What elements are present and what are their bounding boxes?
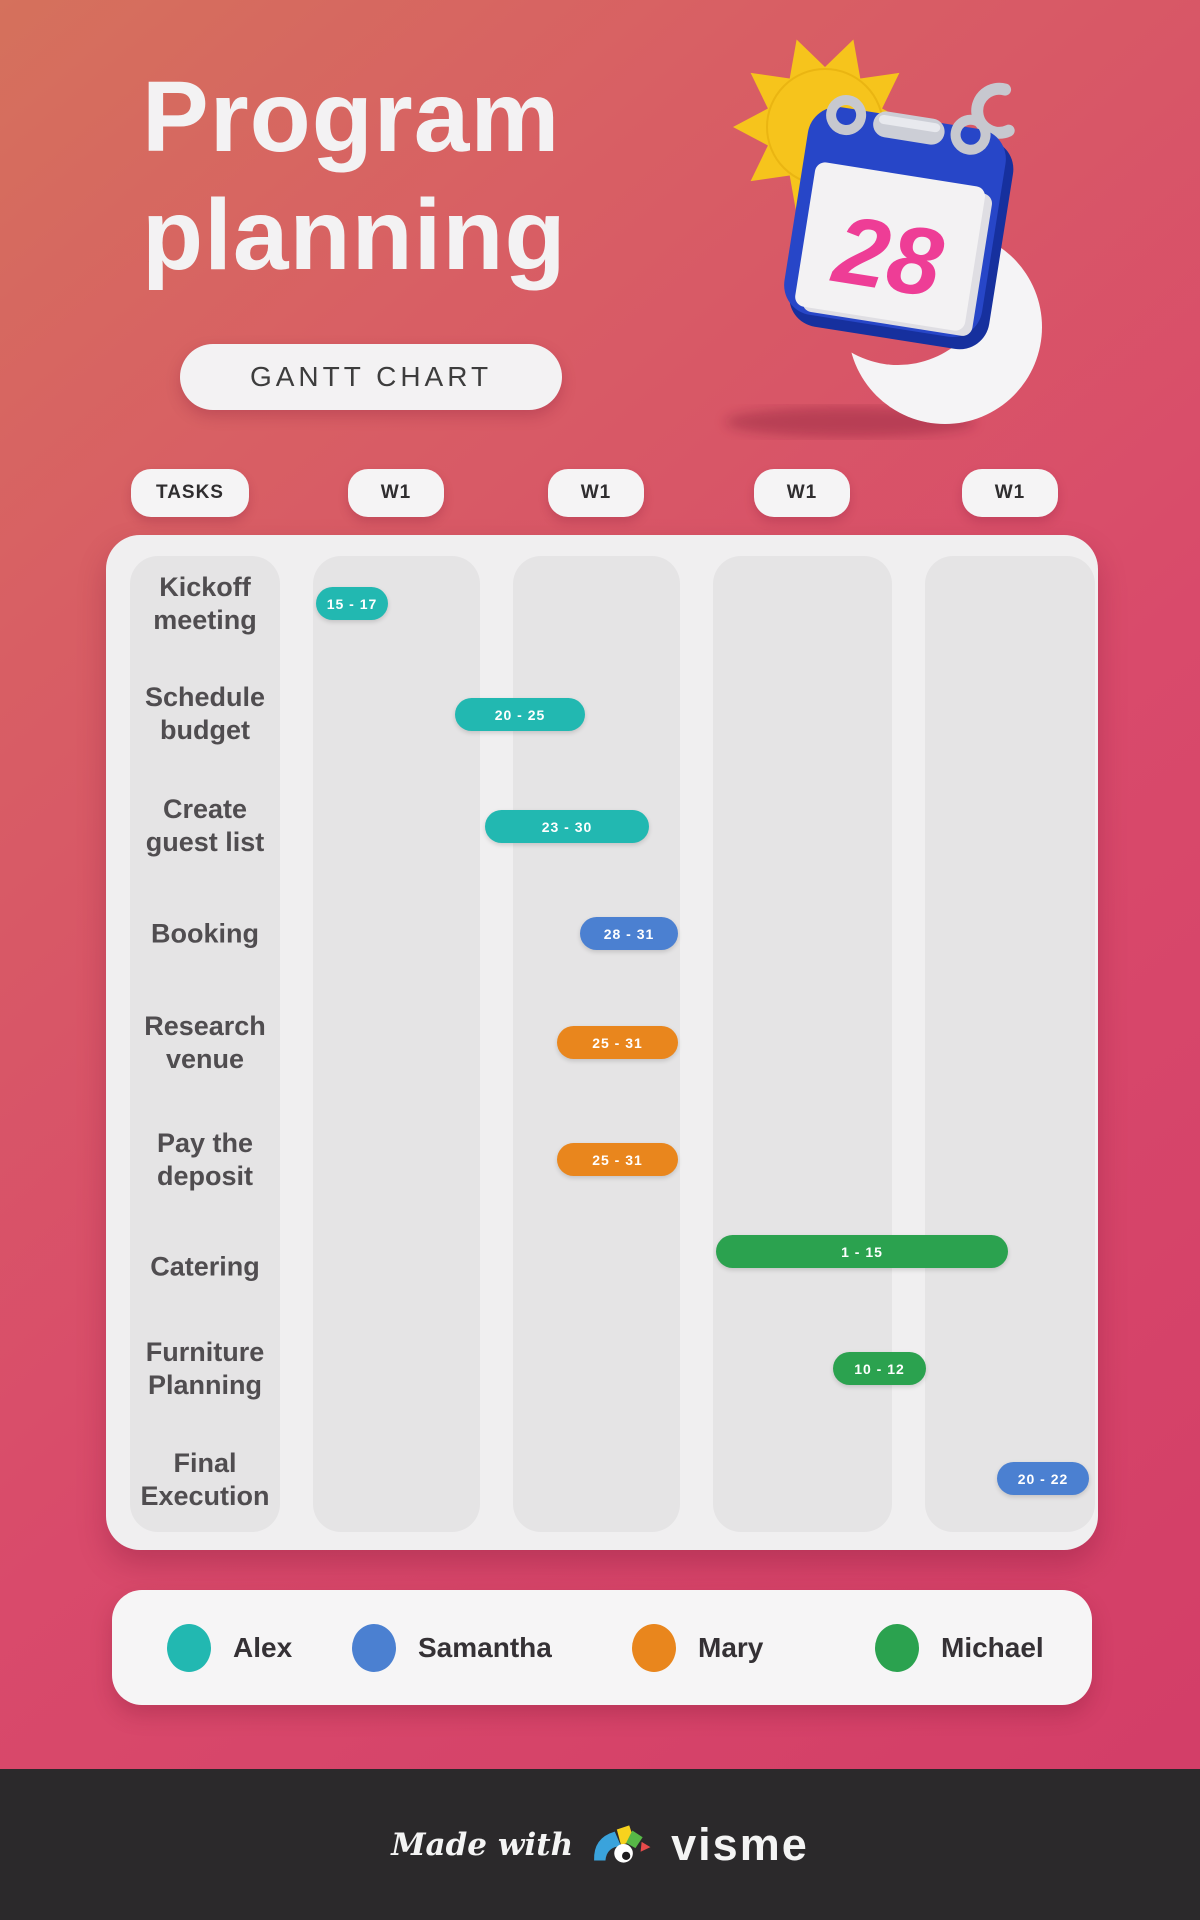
task-label: Furniture Planning xyxy=(145,1337,265,1400)
legend-label: Alex xyxy=(233,1631,293,1663)
legend-item: Samantha xyxy=(352,1590,552,1705)
week3-column-track xyxy=(713,556,892,1532)
legend-item: Alex xyxy=(167,1590,292,1705)
legend-dot xyxy=(167,1623,211,1672)
calendar-illustration: 28 xyxy=(725,39,1042,437)
gantt-bar: 15 - 17 xyxy=(316,587,388,620)
legend-dot xyxy=(352,1623,396,1672)
page-title: Program planning xyxy=(142,58,567,294)
gantt-bar: 25 - 31 xyxy=(557,1026,678,1059)
gantt-bar: 20 - 25 xyxy=(455,698,585,731)
made-with-text: Made with xyxy=(391,1826,574,1863)
gantt-bar: 20 - 22 xyxy=(997,1462,1089,1495)
gantt-chart-badge-label: GANTT CHART xyxy=(249,361,493,392)
legend-dot xyxy=(875,1623,919,1672)
gantt-bar: 1 - 15 xyxy=(716,1235,1008,1268)
gantt-bar: 10 - 12 xyxy=(833,1352,926,1385)
visme-wordmark: visme xyxy=(671,1818,809,1870)
legend-label: Mary xyxy=(698,1631,764,1663)
task-label: Final Execution xyxy=(140,1448,270,1511)
task-label: Create guest list xyxy=(145,794,265,857)
column-header-tasks: TASKS xyxy=(131,469,249,517)
legend-label: Samantha xyxy=(418,1631,552,1663)
page-title-line2: planning xyxy=(142,179,567,291)
task-label: Pay the deposit xyxy=(156,1128,254,1191)
legend-item: Michael xyxy=(875,1590,1044,1705)
footer: Made with visme xyxy=(0,1769,1200,1920)
gantt-bar: 28 - 31 xyxy=(580,917,678,950)
gantt-bar: 23 - 30 xyxy=(485,810,649,843)
visme-logo-icon xyxy=(594,1824,651,1863)
gantt-chart-badge: GANTT CHART xyxy=(180,344,562,410)
task-label: Kickoff meeting xyxy=(153,572,257,635)
legend-label: Michael xyxy=(941,1631,1044,1663)
legend-dot xyxy=(632,1623,676,1672)
column-header-week: W1 xyxy=(548,469,644,517)
task-label: Research venue xyxy=(144,1011,266,1074)
column-header-week: W1 xyxy=(754,469,850,517)
task-label: Catering xyxy=(150,1251,260,1282)
week4-column-track xyxy=(925,556,1095,1532)
task-label: Booking xyxy=(151,918,259,949)
legend-item: Mary xyxy=(632,1590,763,1705)
legend: Alex Samantha Mary Michael xyxy=(112,1590,1092,1705)
column-header-tasks-label: TASKS xyxy=(156,482,224,503)
calendar-day: 28 xyxy=(825,195,950,318)
column-header-week: W1 xyxy=(962,469,1058,517)
column-header-week: W1 xyxy=(348,469,444,517)
page-title-line1: Program xyxy=(142,61,561,173)
gantt-bar: 25 - 31 xyxy=(557,1143,678,1176)
tasks-column-track xyxy=(130,556,280,1532)
week1-column-track xyxy=(313,556,480,1532)
calendar-icon: 28 xyxy=(784,82,1015,350)
task-label: Schedule budget xyxy=(144,682,266,745)
